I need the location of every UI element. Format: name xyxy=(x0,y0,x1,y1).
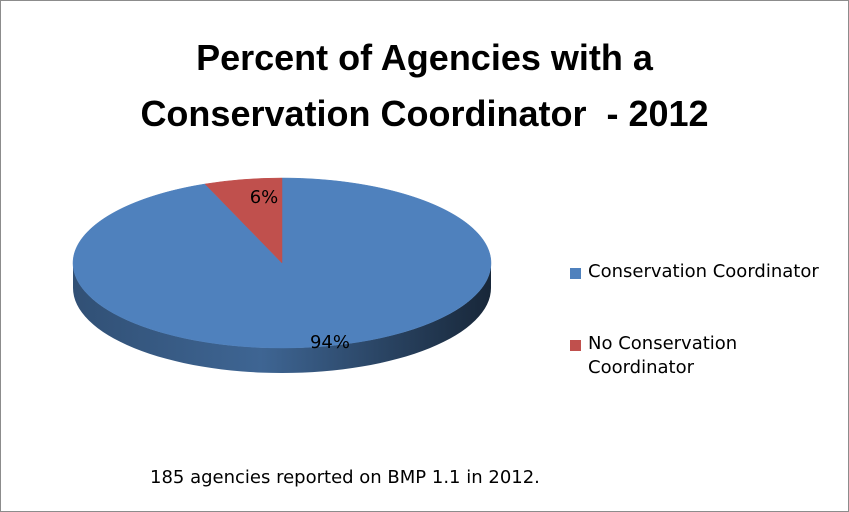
chart-title: Percent of Agencies with a Conservation … xyxy=(0,30,849,142)
pie-slice-no-conservation-coordinator xyxy=(204,177,283,264)
data-label-conservation-coordinator: 94% xyxy=(310,332,350,353)
legend-swatch-conservation-coordinator xyxy=(570,268,581,279)
chart-title-line-1: Percent of Agencies with a xyxy=(196,37,653,78)
footnote: 185 agencies reported on BMP 1.1 in 2012… xyxy=(150,467,540,488)
data-label-no-conservation-coordinator: 6% xyxy=(250,187,279,208)
legend-swatch-no-conservation-coordinator xyxy=(570,340,581,351)
legend-label-no-conservation-coordinator-line-1: No Conservation xyxy=(588,333,738,354)
legend-label-conservation-coordinator: Conservation Coordinator xyxy=(588,261,819,282)
pie-wall-conservation-coordinator xyxy=(73,263,491,373)
chart-title-line-2: Conservation Coordinator - 2012 xyxy=(140,93,709,134)
legend-label-no-conservation-coordinator-line-2: Coordinator xyxy=(588,357,695,378)
legend-label-no-conservation-coordinator: No Conservation Coordinator xyxy=(588,332,737,380)
